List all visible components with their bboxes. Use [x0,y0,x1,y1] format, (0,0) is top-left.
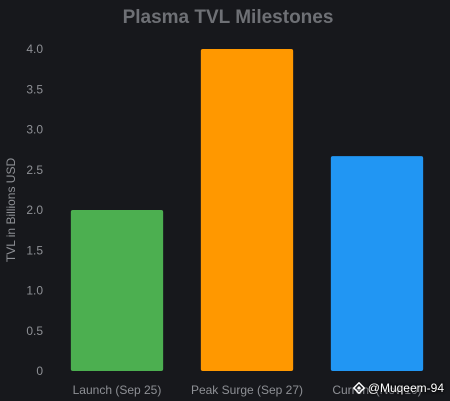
bar [200,49,294,371]
y-tick-label: 0.5 [26,324,43,338]
y-tick-label: 4.0 [26,42,43,56]
x-tick-label: Peak Surge (Sep 27) [191,383,303,397]
watermark-text: @Muqeem-94 [367,381,444,395]
y-tick-label: 3.5 [26,82,43,96]
y-tick-label: 2.0 [26,203,43,217]
chart-title: Plasma TVL Milestones [123,7,334,28]
x-tick-label: Launch (Sep 25) [73,383,162,397]
bars [70,49,424,371]
y-axis-ticks: 0 0.5 1.0 1.5 2.0 2.5 3.0 3.5 4.0 [26,42,43,378]
y-tick-label: 0 [36,364,43,378]
y-tick-label: 1.0 [26,284,43,298]
y-axis-label: TVL in Billions USD [4,158,18,263]
binance-square-icon [352,382,365,394]
bar [70,210,164,371]
y-tick-label: 2.5 [26,163,43,177]
y-tick-label: 1.5 [26,243,43,257]
y-tick-label: 3.0 [26,123,43,137]
watermark: @Muqeem-94 [352,381,444,395]
bar [330,156,424,371]
